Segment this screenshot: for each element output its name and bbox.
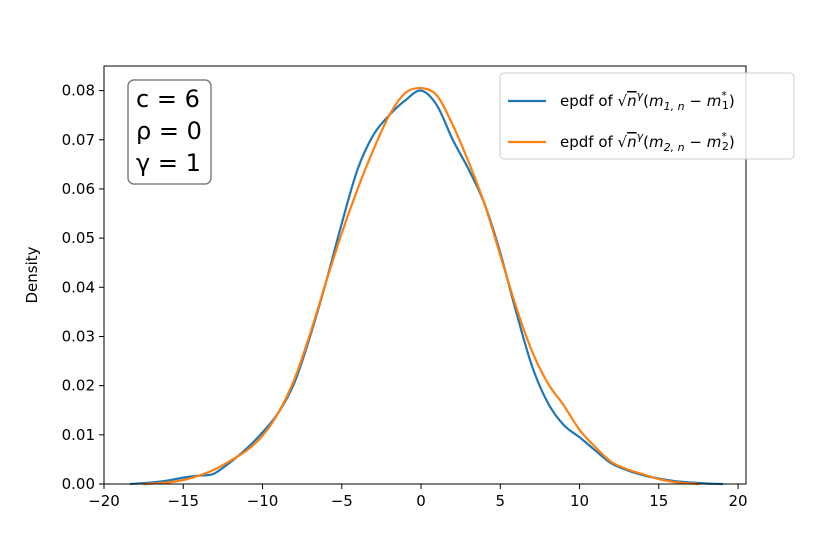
x-tick-label: 20 xyxy=(729,492,748,510)
y-tick-label: 0.04 xyxy=(62,278,95,296)
annotation-line-3: γ = 1 xyxy=(136,149,201,177)
x-tick-label: −5 xyxy=(331,492,353,510)
annotation-line-1: c = 6 xyxy=(136,85,200,113)
axes-frame xyxy=(103,65,747,485)
y-tick-label: 0.01 xyxy=(62,426,95,444)
x-tick-label: 15 xyxy=(649,492,668,510)
annotation-box xyxy=(127,79,212,185)
y-tick-label: 0.02 xyxy=(62,377,95,395)
axes: −20 −15 −10 −5 0 5 10 15 20 0.00 0.01 0.02 0.03 0.04 0… xyxy=(23,65,748,510)
parameter-annotation: c = 6 ρ = 0 γ = 1 xyxy=(127,79,212,185)
legend-box xyxy=(499,72,795,160)
x-tick-label: 5 xyxy=(496,492,506,510)
x-tick-label: −20 xyxy=(88,492,120,510)
legend-label-2: epdf of √nγ(m2, n − m* 2) xyxy=(560,130,735,154)
x-tick-label: 10 xyxy=(570,492,589,510)
y-tick-label: 0.08 xyxy=(62,82,95,100)
y-tick-label: 0.07 xyxy=(62,131,95,149)
legend: epdf of √nγ(m1, n − m* 1) epdf of √nγ(m2, … xyxy=(499,72,795,160)
y-tick-label: 0.06 xyxy=(62,180,95,198)
annotation-line-2: ρ = 0 xyxy=(136,117,202,145)
series-line-2 xyxy=(142,86,700,486)
y-axis-label: Density xyxy=(23,246,41,303)
x-tick-label: 0 xyxy=(416,492,426,510)
y-tick-label: 0.05 xyxy=(62,229,95,247)
y-tick-label: 0.00 xyxy=(62,475,95,493)
x-tick-label: −10 xyxy=(247,492,279,510)
x-tick-label: −15 xyxy=(167,492,199,510)
plot-area xyxy=(129,86,724,486)
y-tick-label: 0.03 xyxy=(62,327,95,345)
legend-label-1: epdf of √nγ(m1, n − m* 1) xyxy=(560,89,735,113)
